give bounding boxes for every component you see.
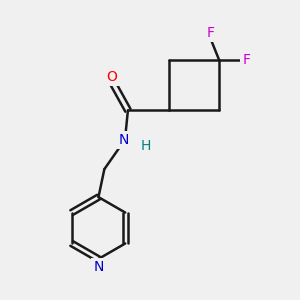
Text: F: F <box>242 53 250 67</box>
Text: F: F <box>206 26 214 40</box>
Text: H: H <box>140 139 151 153</box>
Text: O: O <box>106 70 117 84</box>
Text: N: N <box>118 133 129 147</box>
Text: N: N <box>93 260 104 274</box>
